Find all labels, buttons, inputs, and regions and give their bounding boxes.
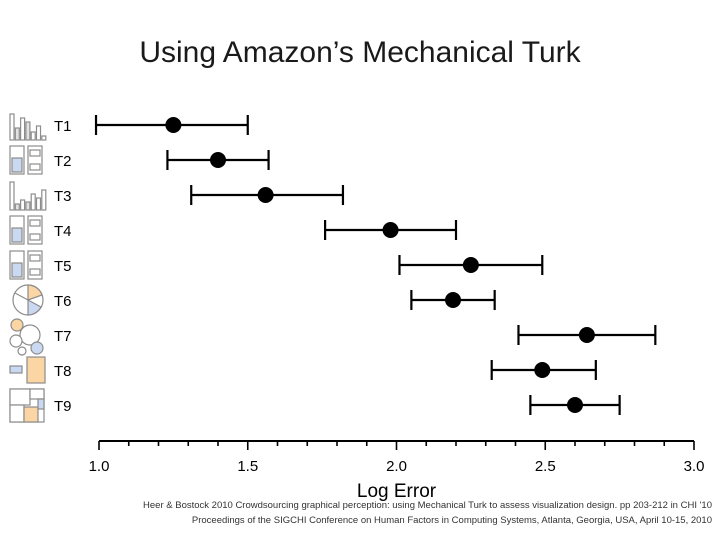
row-t6: T6: [54, 290, 496, 310]
data-point: [382, 222, 399, 238]
row-label: T9: [54, 398, 72, 415]
data-point: [445, 292, 462, 308]
row-label: T8: [54, 363, 72, 380]
citation: Heer & Bostock 2010 Crowdsourcing graphi…: [12, 498, 712, 528]
row-t8: T8: [54, 360, 597, 380]
data-point: [534, 362, 551, 378]
x-axis-label: Log Error: [357, 481, 437, 502]
stacked-bar-chart-icon: [9, 250, 43, 280]
row-label: T3: [54, 188, 72, 205]
thumbnail-icons: [9, 113, 47, 423]
row-t7: T7: [54, 325, 657, 345]
row-label: T4: [54, 223, 72, 240]
row-t9: T9: [54, 395, 621, 415]
row-t2: T2: [54, 150, 270, 170]
rectangle-area-icon: [9, 356, 46, 384]
citation-line-1: Heer & Bostock 2010 Crowdsourcing graphi…: [143, 500, 712, 511]
treemap-icon: [9, 388, 45, 423]
data-point: [257, 187, 274, 203]
row-label: T2: [54, 153, 72, 170]
stacked-bar-chart-icon: [9, 145, 43, 175]
stacked-bar-chart-icon: [9, 215, 43, 245]
data-point: [578, 327, 595, 343]
data-point: [210, 152, 226, 168]
x-tick-label: 1.5: [237, 458, 258, 475]
row-label: T6: [54, 293, 72, 310]
row-t5: T5: [54, 255, 544, 275]
x-axis: 1.0 1.5 2.0 2.5 3.0 Log Error: [89, 440, 705, 502]
x-tick-label: 2.5: [535, 458, 556, 475]
x-tick-label: 1.0: [89, 458, 110, 475]
x-tick-label: 2.0: [386, 458, 407, 475]
plot-rows: T1 T2 T3 T4 T5 T6 T7 T8 T9: [54, 115, 657, 415]
row-label: T1: [54, 118, 72, 135]
x-tick-label: 3.0: [684, 458, 705, 475]
data-point: [567, 397, 583, 413]
bar-chart-icon: [9, 113, 47, 141]
pie-chart-icon: [12, 284, 44, 316]
data-point: [165, 117, 182, 133]
grouped-bar-chart-icon: [9, 181, 47, 211]
slide-title: Using Amazon’s Mechanical Turk: [139, 36, 581, 69]
bubble-chart-icon: [9, 318, 44, 356]
citation-line-2: Proceedings of the SIGCHI Conference on …: [191, 515, 712, 526]
row-t1: T1: [54, 115, 249, 135]
row-t4: T4: [54, 220, 458, 240]
row-t3: T3: [54, 185, 345, 205]
row-label: T7: [54, 328, 72, 345]
row-label: T5: [54, 258, 72, 275]
data-point: [462, 257, 479, 273]
